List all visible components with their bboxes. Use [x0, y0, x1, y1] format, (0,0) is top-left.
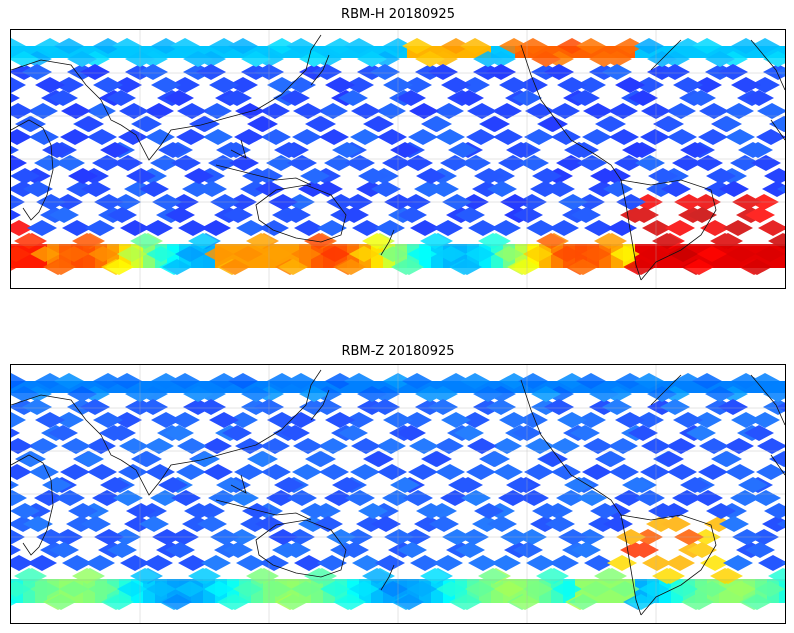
map-panel-top [10, 29, 786, 289]
panel-title-bottom: RBM-Z 20180925 [341, 344, 455, 359]
coastlines [11, 34, 785, 281]
graticule [11, 30, 785, 288]
map-panel-bottom [10, 364, 786, 624]
map-canvas-top [11, 30, 785, 288]
graticule [11, 365, 785, 623]
map-canvas-bottom [11, 365, 785, 623]
panel-title-top: RBM-H 20180925 [341, 7, 455, 22]
coastlines [11, 369, 785, 616]
